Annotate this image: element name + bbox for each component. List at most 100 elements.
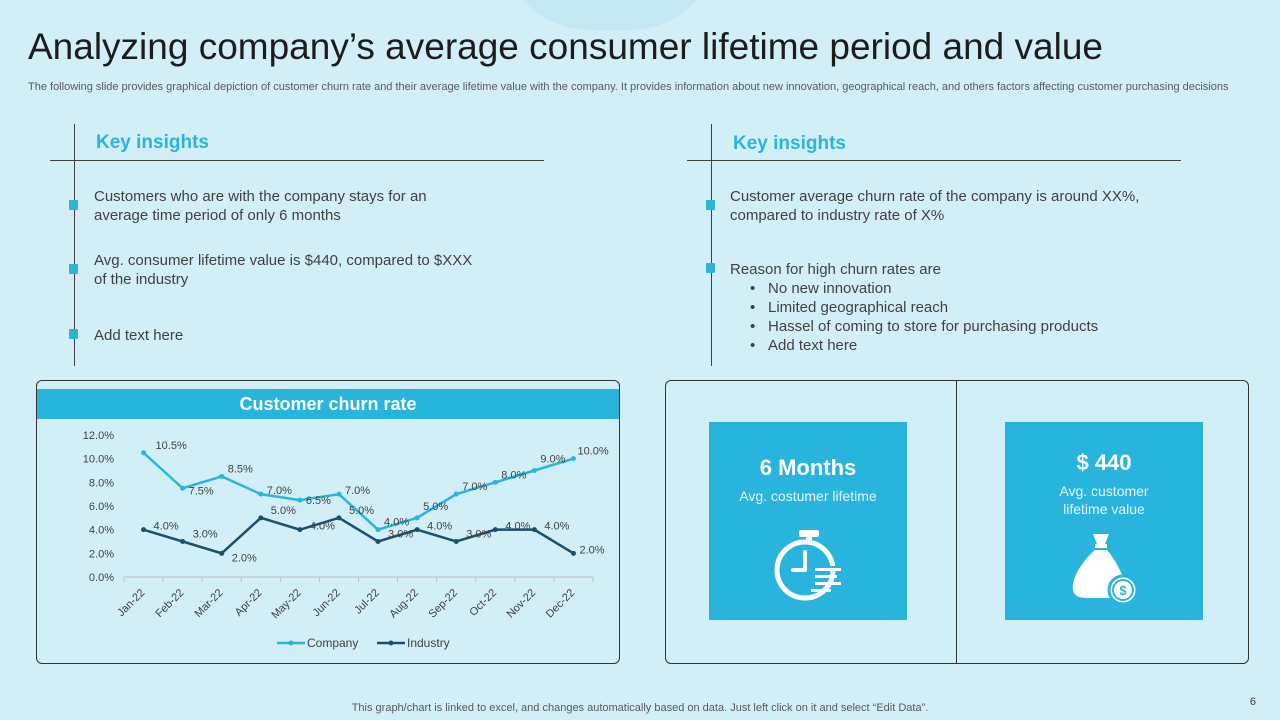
- bullet-marker: [706, 200, 715, 210]
- x-tick-label: Jul-22: [352, 587, 382, 617]
- bullet-marker: [706, 263, 715, 273]
- data-label-industry: 4.0%: [427, 521, 452, 533]
- lifetime-months-label: Avg. costumer lifetime: [739, 488, 877, 504]
- data-point-company: [258, 491, 264, 497]
- x-tick-label: Aug-22: [387, 587, 421, 621]
- x-tick-label: Nov-22: [505, 587, 539, 621]
- y-tick-label: 2.0%: [89, 548, 114, 560]
- data-label-industry: 3.0%: [388, 529, 413, 541]
- data-label-industry: 3.0%: [193, 529, 218, 541]
- data-point-industry: [336, 515, 342, 521]
- reason-item: No new innovation: [750, 279, 1180, 298]
- reason-item: Limited geographical reach: [750, 298, 1180, 317]
- data-point-company: [297, 497, 303, 503]
- data-point-company: [531, 468, 537, 473]
- data-label-company: 6.5%: [306, 495, 331, 507]
- data-label-company: 9.0%: [540, 454, 565, 466]
- lifetime-months-card: 6 Months Avg. costumer lifetime: [709, 422, 907, 620]
- bullet-marker: [69, 264, 78, 274]
- data-point-industry: [531, 527, 537, 533]
- data-label-industry: 4.0%: [154, 521, 179, 533]
- right-insights-timeline: [711, 124, 712, 366]
- data-point-industry: [570, 550, 576, 556]
- data-label-company: 5.0%: [423, 501, 448, 513]
- data-point-industry: [414, 527, 420, 533]
- x-tick-label: Oct-22: [467, 587, 499, 619]
- lifetime-value-label: Avg. customer lifetime value: [1059, 483, 1149, 517]
- left-insights-timeline: [74, 124, 75, 366]
- y-tick-label: 6.0%: [89, 501, 114, 513]
- data-point-industry: [258, 515, 264, 521]
- stats-divider: [956, 381, 957, 663]
- left-insight-2: Avg. consumer lifetime value is $440, co…: [94, 252, 473, 288]
- data-point-industry: [141, 527, 147, 533]
- data-label-company: 7.0%: [345, 485, 370, 497]
- footer-note: This graph/chart is linked to excel, and…: [351, 702, 929, 714]
- reason-item: Hassel of coming to store for purchasing…: [750, 317, 1180, 336]
- money-bag-icon: $: [1072, 534, 1139, 606]
- data-label-industry: 3.0%: [466, 529, 491, 541]
- chart-title: Customer churn rate: [37, 389, 619, 419]
- data-point-company: [336, 491, 342, 497]
- bullet-marker: [69, 329, 78, 339]
- left-insights-divider: [50, 160, 544, 161]
- legend-marker-industry: [388, 640, 394, 646]
- svg-text:$: $: [1119, 583, 1127, 598]
- bullet-marker: [69, 200, 78, 210]
- lifetime-value-amount: $ 440: [1076, 450, 1132, 475]
- right-insights-heading: Key insights: [733, 133, 846, 154]
- x-tick-label: Apr-22: [233, 587, 265, 619]
- reason-item: Add text here: [750, 336, 1180, 355]
- x-tick-label: Feb-22: [153, 587, 186, 620]
- y-tick-label: 8.0%: [89, 477, 114, 489]
- data-label-industry: 2.0%: [579, 544, 604, 556]
- data-point-company: [453, 491, 459, 497]
- data-label-industry: 4.0%: [544, 521, 569, 533]
- data-label-industry: 5.0%: [349, 505, 374, 517]
- page-number: 6: [1249, 696, 1256, 708]
- data-point-company: [375, 527, 381, 533]
- right-insight-1: Customer average churn rate of the compa…: [730, 188, 1140, 224]
- x-tick-label: Jan-22: [115, 587, 147, 619]
- data-point-industry: [297, 527, 303, 533]
- y-tick-label: 12.0%: [83, 430, 114, 442]
- data-label-industry: 2.0%: [232, 552, 257, 564]
- left-insights-heading: Key insights: [96, 132, 209, 153]
- data-point-industry: [492, 527, 498, 533]
- data-point-company: [180, 485, 186, 491]
- data-label-company: 8.5%: [228, 463, 253, 475]
- series-line-company: [142, 451, 574, 532]
- data-label-industry: 5.0%: [271, 505, 296, 517]
- data-point-company: [219, 473, 225, 479]
- data-label-company: 7.0%: [267, 485, 292, 497]
- data-label-company: 7.0%: [462, 481, 487, 493]
- y-tick-label: 10.0%: [83, 454, 114, 466]
- data-label-company: 7.5%: [189, 485, 214, 497]
- legend-label-company: Company: [307, 636, 358, 650]
- data-point-industry: [219, 550, 225, 556]
- x-tick-label: Jun-22: [311, 587, 343, 619]
- legend-label-industry: Industry: [407, 636, 450, 650]
- left-insight-3: Add text here: [94, 327, 184, 344]
- data-point-industry: [375, 539, 381, 544]
- page-subtitle: The following slide provides graphical d…: [28, 81, 1229, 93]
- x-tick-label: Dec-22: [544, 587, 578, 621]
- data-label-industry: 4.0%: [310, 521, 335, 533]
- data-point-company: [570, 456, 576, 462]
- series-line-industry: [143, 516, 575, 555]
- legend-marker-company: [288, 640, 294, 646]
- x-tick-label: May-22: [269, 587, 303, 621]
- data-point-industry: [180, 539, 186, 544]
- data-point-company: [141, 450, 147, 456]
- x-tick-label: Sep-22: [427, 587, 461, 621]
- y-tick-label: 0.0%: [89, 572, 114, 584]
- data-label-company: 8.0%: [501, 469, 526, 481]
- data-label-company: 4.0%: [384, 517, 409, 529]
- data-label-company: 10.0%: [577, 446, 608, 458]
- lifetime-value-card: $ 440 Avg. customer lifetime value $: [1005, 422, 1203, 620]
- stats-panel: 6 Months Avg. costumer lifetime $ 440 Av…: [665, 380, 1249, 664]
- x-tick-label: Mar-22: [192, 587, 225, 620]
- left-insight-1: Customers who are with the company stays…: [94, 188, 427, 224]
- data-label-industry: 4.0%: [505, 521, 530, 533]
- y-tick-label: 4.0%: [89, 525, 114, 537]
